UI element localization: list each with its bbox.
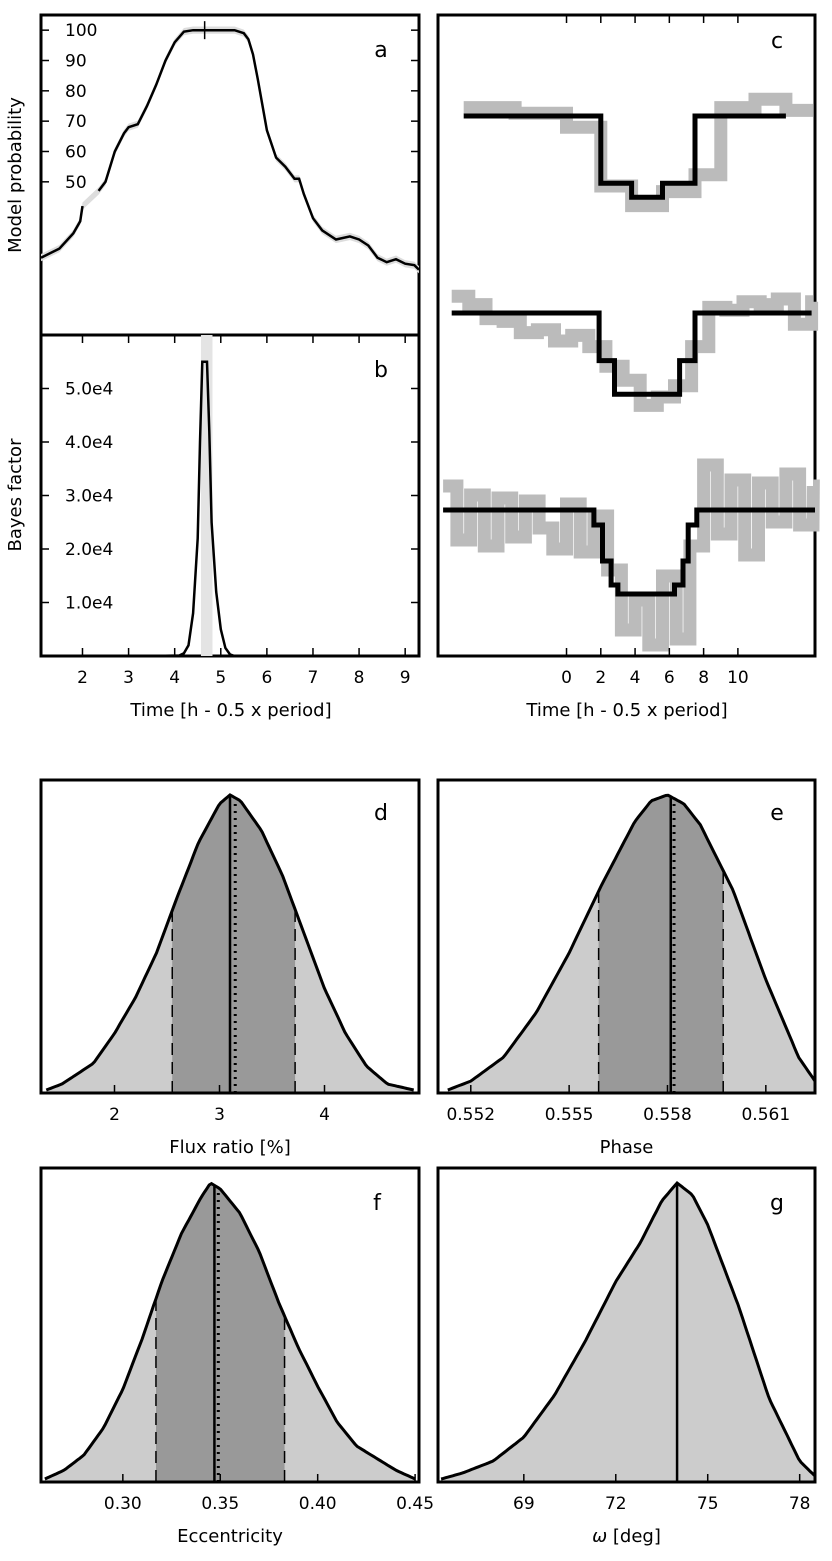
- posterior-curve: [440, 1180, 817, 1481]
- panel-a-series-line: [97, 28, 420, 271]
- x-tick-label: 0.555: [545, 1105, 594, 1125]
- y-tick-label: 4.0e4: [65, 433, 113, 453]
- y-tick-label: 2.0e4: [65, 540, 113, 560]
- y-axis-label: Bayes factor: [5, 438, 26, 552]
- x-tick-label: 0: [561, 668, 572, 688]
- posterior-credible-area: [598, 795, 724, 1093]
- panel-letter-c: c: [771, 29, 783, 54]
- panel-c-model-binned-medium: [451, 310, 812, 397]
- y-tick-label: 50: [65, 173, 87, 193]
- panel-a-band: [41, 26, 419, 274]
- y-tick-label: 5.0e4: [65, 380, 113, 400]
- x-tick-label: 9: [400, 668, 411, 688]
- x-tick-label: 6: [664, 668, 675, 688]
- x-tick-label: 3: [123, 668, 134, 688]
- panel-letter-e: e: [770, 801, 784, 826]
- panel-e-frame: [436, 778, 817, 1095]
- x-tick-label: 0.561: [741, 1105, 790, 1125]
- x-axis-label: Time [h - 0.5 x period]: [525, 700, 727, 721]
- panel-d-frame: [39, 778, 421, 1095]
- posterior-credible-area: [172, 794, 296, 1093]
- x-tick-label: 0.35: [201, 1494, 239, 1514]
- y-tick-label: 3.0e4: [65, 487, 113, 507]
- panel-letter-g: g: [770, 1191, 784, 1216]
- panel-a-series-line: [40, 205, 84, 259]
- panel-f-frame: [39, 1166, 421, 1484]
- x-tick-label: 2: [109, 1105, 120, 1125]
- x-tick-label: 4: [630, 668, 641, 688]
- x-tick-label: 8: [354, 668, 365, 688]
- x-axis-label: Eccentricity: [177, 1526, 283, 1547]
- x-tick-label: 78: [789, 1494, 811, 1514]
- posterior-credible-area: [156, 1183, 285, 1482]
- panel-letter-d: d: [374, 801, 388, 826]
- x-tick-label: 0.30: [104, 1494, 142, 1514]
- y-tick-label: 70: [65, 112, 87, 132]
- x-tick-label: 7: [308, 668, 319, 688]
- x-tick-label: 0.552: [446, 1105, 495, 1125]
- panel-a-frame: [39, 13, 421, 337]
- x-tick-label: 10: [727, 668, 749, 688]
- panel-letter-f: f: [373, 1191, 382, 1216]
- x-tick-label: 3: [214, 1105, 225, 1125]
- x-tick-label: 69: [513, 1494, 535, 1514]
- panel-g-frame: [436, 1166, 817, 1484]
- x-axis-label-unit: [deg]: [607, 1526, 661, 1547]
- x-tick-label: 0.558: [643, 1105, 692, 1125]
- panel-b-band: [200, 335, 213, 656]
- y-axis-label: Model probability: [5, 97, 26, 253]
- x-tick-label: 2: [595, 668, 606, 688]
- posterior-curve: [45, 793, 415, 1092]
- x-tick-label: 72: [605, 1494, 627, 1514]
- panel-letter-a: a: [374, 38, 387, 63]
- panel-c-model-binned-fine: [443, 507, 815, 597]
- y-tick-label: 80: [65, 82, 87, 102]
- x-tick-label: 8: [698, 668, 709, 688]
- panel-c-frame: [436, 13, 817, 658]
- x-tick-label: 75: [697, 1494, 719, 1514]
- y-tick-label: 100: [65, 21, 97, 41]
- posterior-curve: [44, 1181, 416, 1481]
- x-axis-label: ω [deg]: [592, 1526, 661, 1547]
- x-tick-label: 0.45: [396, 1494, 434, 1514]
- x-tick-label: 5: [215, 668, 226, 688]
- x-axis-label: Phase: [600, 1137, 654, 1158]
- omega-symbol: ω: [592, 1526, 607, 1547]
- panel-c-model-binned-coarse: [463, 113, 786, 200]
- panel-b-series-line: [41, 360, 419, 658]
- x-axis-label: Flux ratio [%]: [169, 1137, 291, 1158]
- panel-c-data-binned-fine: [443, 458, 820, 652]
- posterior-curve: [447, 793, 817, 1092]
- x-tick-label: 6: [261, 668, 272, 688]
- x-tick-label: 4: [319, 1105, 330, 1125]
- x-axis-label: Time [h - 0.5 x period]: [129, 700, 331, 721]
- panel-letter-b: b: [374, 358, 388, 383]
- x-tick-label: 2: [77, 668, 88, 688]
- posterior-light-area: [441, 1183, 815, 1482]
- y-tick-label: 90: [65, 51, 87, 71]
- x-tick-label: 4: [169, 668, 180, 688]
- y-tick-label: 1.0e4: [65, 594, 113, 614]
- y-tick-label: 60: [65, 142, 87, 162]
- x-tick-label: 0.40: [299, 1494, 337, 1514]
